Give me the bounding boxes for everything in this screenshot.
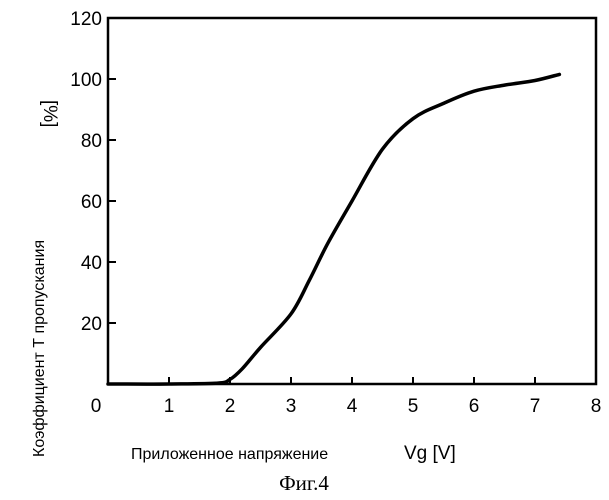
x-axis-unit: Vg [V] bbox=[404, 443, 456, 464]
series-line bbox=[108, 74, 559, 384]
x-tick-label: 3 bbox=[286, 396, 297, 417]
x-tick-label: 1 bbox=[164, 396, 175, 417]
x-tick-label: 5 bbox=[408, 396, 419, 417]
figure-caption: Фиг.4 bbox=[279, 471, 329, 495]
y-tick-label: 120 bbox=[70, 9, 102, 30]
x-tick-label: 0 bbox=[91, 396, 102, 417]
y-tick-label: 40 bbox=[81, 253, 102, 274]
x-tick-label: 6 bbox=[469, 396, 480, 417]
y-tick-label: 20 bbox=[81, 314, 102, 335]
x-tick-label: 8 bbox=[591, 396, 602, 417]
y-axis-label: Коэффициент Т пропускания bbox=[31, 240, 48, 457]
y-axis-unit: [%] bbox=[39, 100, 60, 127]
x-tick-label: 7 bbox=[530, 396, 541, 417]
y-tick-label: 100 bbox=[70, 70, 102, 91]
y-tick-label: 60 bbox=[81, 192, 102, 213]
x-tick-label: 2 bbox=[225, 396, 236, 417]
y-tick-label: 80 bbox=[81, 131, 102, 152]
x-axis-label: Приложенное напряжение bbox=[131, 446, 328, 463]
x-tick-label: 4 bbox=[347, 396, 358, 417]
